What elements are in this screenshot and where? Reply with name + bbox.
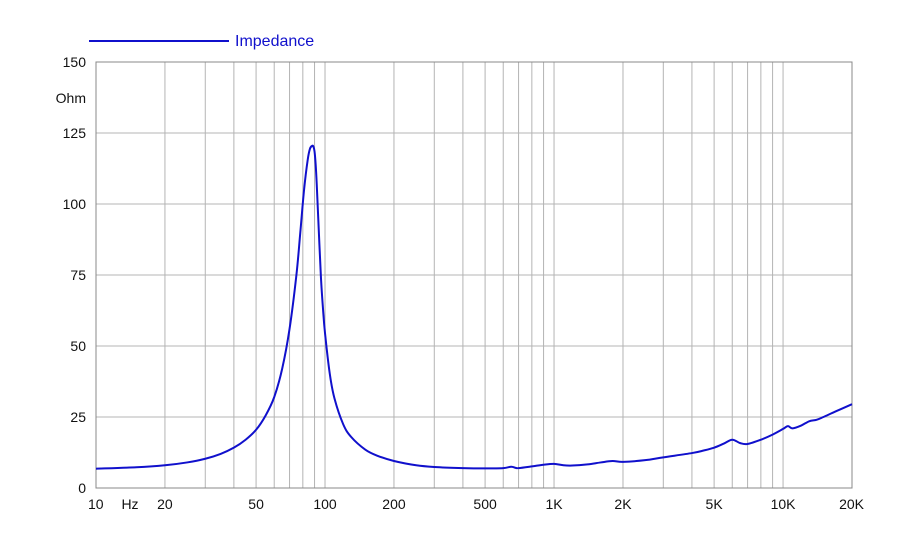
y-tick-label: 25 bbox=[70, 409, 86, 425]
y-tick-label: 0 bbox=[78, 480, 86, 496]
y-tick-label: 125 bbox=[63, 125, 87, 141]
x-tick-label: 2K bbox=[614, 496, 632, 512]
x-tick-label: 5K bbox=[706, 496, 724, 512]
x-tick-labels: 10 20 50 100 200 500 1K 2K 5K 10K 20K bbox=[88, 496, 865, 512]
y-tick-label: 75 bbox=[70, 267, 86, 283]
x-tick-label: 10K bbox=[771, 496, 797, 512]
x-tick-label: 10 bbox=[88, 496, 104, 512]
y-tick-labels: 0 25 50 75 100 125 150 bbox=[63, 54, 87, 496]
x-tick-label: 50 bbox=[248, 496, 264, 512]
plot-area-frame bbox=[95, 61, 853, 489]
x-tick-label: 20 bbox=[157, 496, 173, 512]
x-tick-label: 20K bbox=[839, 496, 865, 512]
x-tick-label: 500 bbox=[473, 496, 497, 512]
grid-lines bbox=[95, 61, 853, 489]
y-axis-label: Ohm bbox=[56, 90, 86, 106]
legend-label-impedance: Impedance bbox=[235, 33, 314, 50]
x-axis-label: Hz bbox=[121, 496, 138, 512]
y-tick-label: 150 bbox=[63, 54, 87, 70]
series-layer bbox=[95, 144, 853, 470]
x-tick-label: 100 bbox=[313, 496, 337, 512]
series-line-impedance bbox=[95, 144, 853, 470]
x-tick-label: 1K bbox=[545, 496, 563, 512]
y-tick-label: 50 bbox=[70, 338, 86, 354]
x-tick-label: 200 bbox=[382, 496, 406, 512]
y-tick-label: 100 bbox=[63, 196, 87, 212]
legend: Impedance bbox=[89, 33, 314, 50]
